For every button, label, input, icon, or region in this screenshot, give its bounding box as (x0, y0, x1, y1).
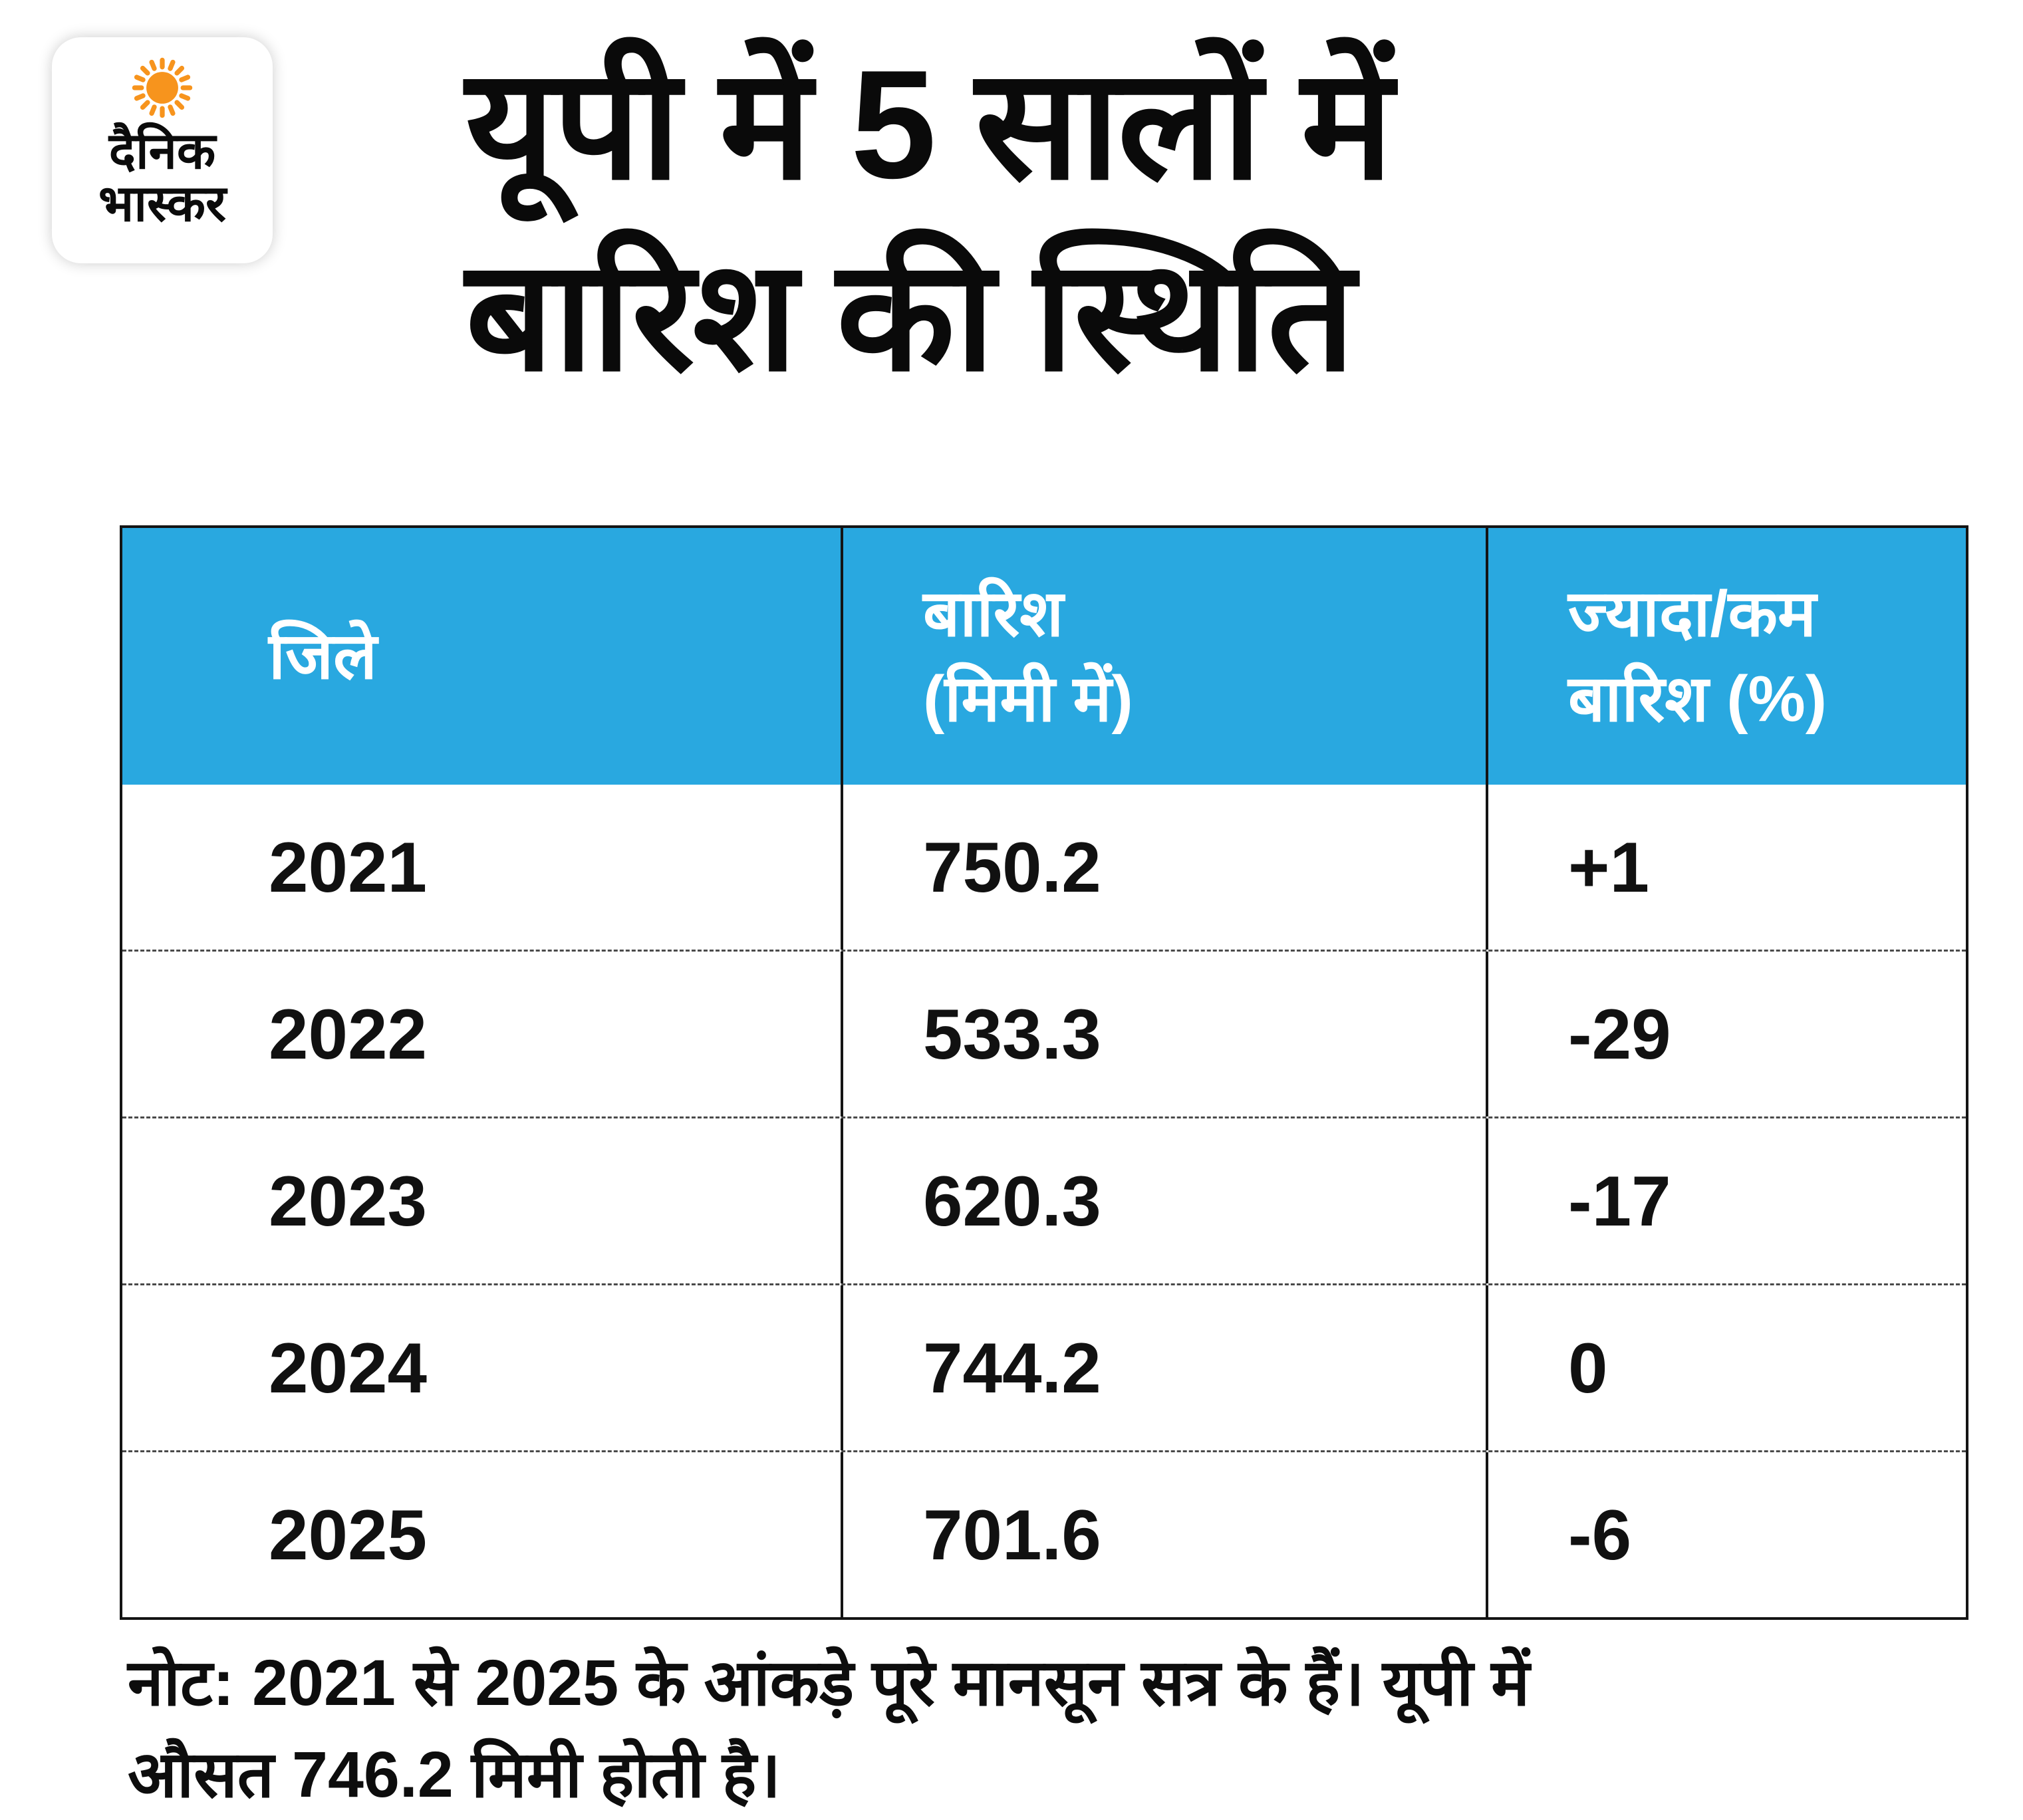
header-rainfall-line2: (मिमी में) (923, 662, 1133, 735)
brand-name-line2: भास्कर (98, 176, 227, 233)
cell-deviation: +1 (1486, 785, 1966, 950)
header-cell-district: जिले (122, 528, 841, 785)
brand-name-line1: दैनिक (108, 123, 216, 180)
cell-deviation: 0 (1486, 1285, 1966, 1450)
page-title-line1: यूपी में 5 सालों में (466, 39, 1393, 211)
header-district-label: जिले (269, 619, 377, 692)
header-cell-rainfall: बारिश (मिमी में) (841, 528, 1486, 785)
footnote-text-2: औसत 746.2 मिमी होती है। (128, 1738, 781, 1811)
footnote-line1: नोट: 2021 से 2025 के आंकड़े पूरे मानसून … (128, 1637, 1530, 1729)
table-row: 2023 620.3 -17 (122, 1116, 1966, 1283)
table-row: 2025 701.6 -6 (122, 1450, 1966, 1617)
brand-logo: दैनिक भास्कर (52, 37, 273, 263)
header-deviation-line2: बारिश (%) (1568, 662, 1827, 735)
page-title: यूपी में 5 सालों में बारिश की स्थिति (466, 29, 1393, 412)
header-deviation-line1: ज्यादा/कम (1568, 577, 1816, 650)
cell-rainfall: 533.3 (841, 952, 1486, 1116)
table-header-row: जिले बारिश (मिमी में) ज्यादा/कम बारिश (%… (122, 528, 1966, 785)
cell-year: 2024 (269, 1328, 428, 1408)
brand-name: दैनिक भास्कर (98, 125, 226, 230)
cell-year: 2022 (269, 994, 428, 1074)
sun-icon (128, 53, 197, 122)
rainfall-table: जिले बारिश (मिमी में) ज्यादा/कम बारिश (%… (120, 525, 1968, 1620)
footnote-line2: औसत 746.2 मिमी होती है। (128, 1729, 1530, 1820)
page-title-line2: बारिश की स्थिति (466, 229, 1355, 402)
cell-rainfall: 750.2 (841, 785, 1486, 950)
cell-rainfall: 744.2 (841, 1285, 1486, 1450)
table-row: 2024 744.2 0 (122, 1283, 1966, 1450)
cell-rainfall: 620.3 (841, 1118, 1486, 1283)
table-row: 2022 533.3 -29 (122, 950, 1966, 1116)
footnote-label: नोट: (128, 1646, 235, 1719)
cell-deviation: -6 (1486, 1452, 1966, 1617)
cell-rainfall: 701.6 (841, 1452, 1486, 1617)
cell-deviation: -17 (1486, 1118, 1966, 1283)
header-cell-deviation: ज्यादा/कम बारिश (%) (1486, 528, 1966, 785)
footnote: नोट: 2021 से 2025 के आंकड़े पूरे मानसून … (128, 1637, 1530, 1820)
table-row: 2021 750.2 +1 (122, 785, 1966, 950)
cell-year: 2025 (269, 1495, 428, 1575)
footnote-text-1: 2021 से 2025 के आंकड़े पूरे मानसून सत्र … (252, 1646, 1530, 1719)
header-rainfall-line1: बारिश (923, 577, 1064, 650)
cell-deviation: -29 (1486, 952, 1966, 1116)
cell-year: 2023 (269, 1161, 428, 1241)
cell-year: 2021 (269, 827, 428, 907)
